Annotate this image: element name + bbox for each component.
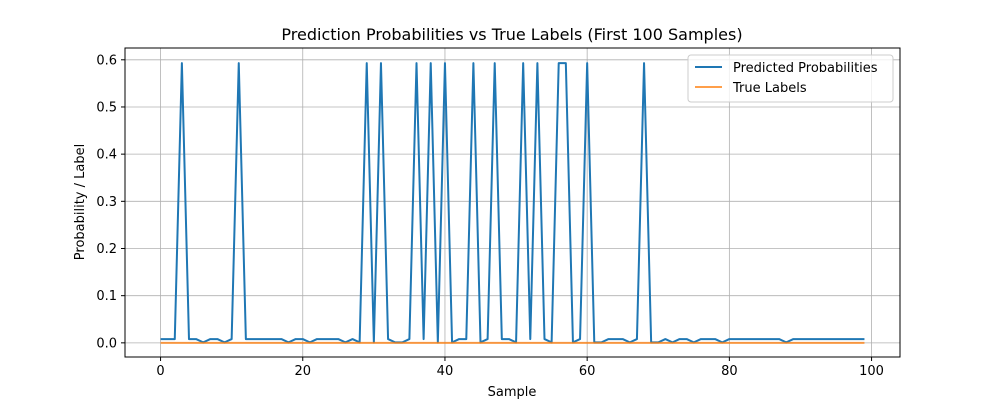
legend-box bbox=[687, 54, 894, 103]
y-tick-label: 0.5 bbox=[96, 100, 117, 115]
chart-title: Prediction Probabilities vs True Labels … bbox=[281, 25, 742, 44]
series-line-predicted bbox=[160, 62, 865, 344]
x-tick-label: 20 bbox=[294, 364, 311, 379]
legend-label-true: True Labels bbox=[732, 81, 807, 96]
y-axis-label: Probability / Label bbox=[73, 144, 88, 260]
y-tick-label: 0.3 bbox=[96, 195, 117, 210]
plot-frame bbox=[124, 47, 901, 358]
y-tick-label: 0.6 bbox=[96, 53, 117, 68]
y-tick-label: 0.1 bbox=[96, 289, 117, 304]
legend: Predicted Probabilities True Labels bbox=[687, 54, 894, 103]
ticks: 0 20 40 60 80 100 0.0 0.1 0.2 0.3 0.4 0.5 0.6 bbox=[96, 53, 884, 379]
x-tick-label: 100 bbox=[859, 364, 884, 379]
y-tick-label: 0.0 bbox=[96, 336, 117, 351]
series-layer bbox=[160, 62, 865, 344]
y-tick-label: 0.2 bbox=[96, 242, 117, 257]
x-tick-label: 60 bbox=[579, 364, 596, 379]
x-axis-label: Sample bbox=[488, 385, 537, 400]
x-tick-label: 40 bbox=[437, 364, 454, 379]
x-tick-label: 0 bbox=[156, 364, 164, 379]
x-tick-label: 80 bbox=[721, 364, 738, 379]
y-tick-label: 0.4 bbox=[96, 148, 117, 163]
legend-label-predicted: Predicted Probabilities bbox=[733, 61, 878, 76]
